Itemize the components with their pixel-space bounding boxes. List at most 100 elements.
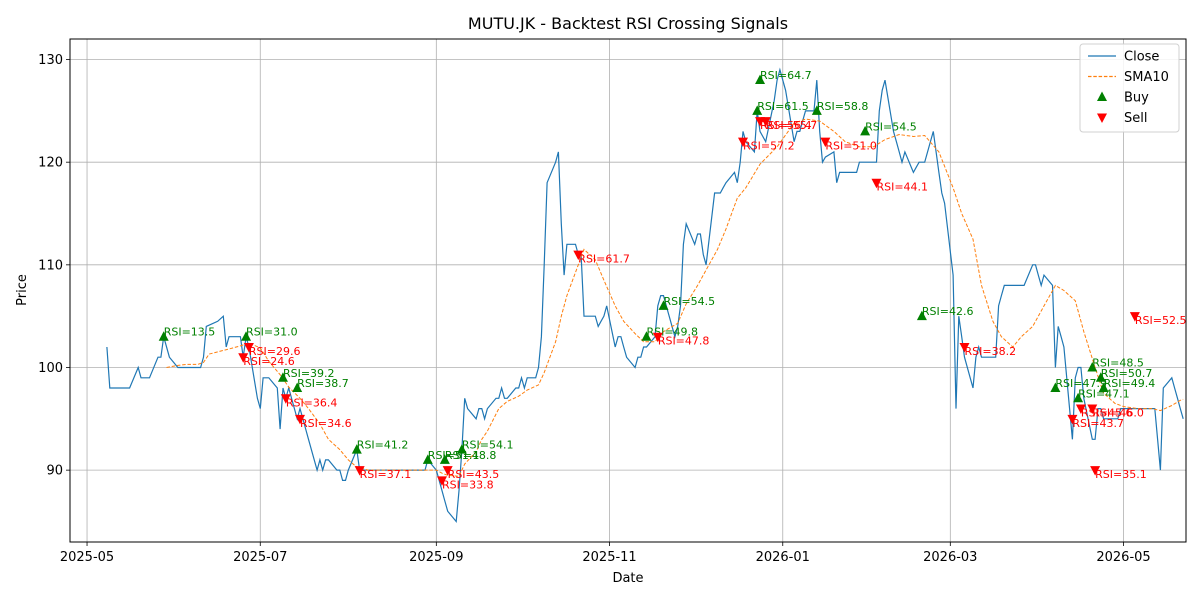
y-tick-label: 120: [38, 156, 63, 171]
buy-annotation: RSI=38.7: [297, 377, 349, 390]
sell-annotation: RSI=43.5: [448, 468, 500, 481]
buy-marker: [1050, 382, 1061, 393]
sell-marker: [959, 342, 970, 353]
buy-annotation: RSI=54.5: [865, 120, 917, 133]
buy-annotation: RSI=47.9: [1055, 377, 1107, 390]
sell-marker: [1067, 414, 1078, 425]
buy-annotation: RSI=39.2: [283, 367, 335, 380]
buy-annotation: RSI=49.4: [1104, 377, 1156, 390]
buy-marker: [755, 74, 766, 85]
buy-annotation: RSI=58.8: [817, 100, 869, 113]
signal-layer: RSI=13.5 RSI=31.0 RSI=29.6RSI=24.6RSI=39.2…: [158, 69, 1187, 491]
buy-annotation: RSI=51.1: [428, 449, 480, 462]
buy-marker: [752, 105, 763, 115]
x-ticks: 2025-05 2025-07 2025-09 2025-11 2026-01 2026-…: [60, 542, 1151, 565]
y-axis-label: Price: [15, 274, 30, 306]
buy-marker: [1098, 382, 1109, 393]
sell-annotation: RSI=56.4: [760, 119, 812, 132]
buy-marker: [658, 300, 669, 310]
legend-label-buy: Buy: [1124, 91, 1149, 106]
x-tick-label: 2026-01: [756, 550, 810, 565]
y-tick-label: 100: [38, 361, 63, 376]
buy-annotation: RSI=31.0: [246, 326, 298, 339]
buy-marker: [292, 382, 303, 393]
buy-marker: [916, 310, 927, 321]
sell-annotation: RSI=35.1: [1095, 468, 1147, 481]
x-axis-label: Date: [612, 571, 643, 586]
legend-label-sma10: SMA10: [1124, 70, 1169, 85]
legend-label-sell: Sell: [1124, 111, 1147, 126]
sell-marker: [820, 137, 831, 148]
x-tick-label: 2025-05: [60, 550, 114, 565]
sell-annotation: RSI=36.4: [286, 396, 338, 409]
sell-annotation: RSI=43.7: [1072, 417, 1124, 430]
sell-annotation: RSI=57.2: [743, 140, 795, 153]
y-tick-label: 90: [46, 464, 63, 479]
x-tick-label: 2025-11: [582, 550, 636, 565]
sell-marker: [760, 117, 771, 127]
buy-annotation: RSI=54.5: [663, 295, 715, 308]
buy-annotation: RSI=64.7: [760, 69, 812, 82]
buy-marker: [439, 454, 450, 464]
buy-annotation: RSI=13.5: [164, 326, 216, 339]
buy-marker: [241, 331, 252, 341]
buy-marker: [1087, 361, 1098, 372]
sell-marker: [738, 137, 749, 148]
sell-annotation: RSI=34.6: [300, 417, 352, 430]
buy-marker: [422, 454, 433, 464]
sell-annotation: RSI=46.0: [1092, 407, 1144, 420]
sell-marker: [243, 342, 254, 353]
series-line-sma10: [166, 118, 1184, 477]
buy-marker: [456, 444, 467, 454]
sell-marker: [437, 476, 447, 486]
sell-marker: [238, 353, 249, 363]
series-layer: [106, 67, 1184, 524]
sell-annotation: RSI=44.1: [876, 181, 928, 194]
buy-marker: [641, 331, 652, 341]
grid: [70, 39, 1186, 542]
x-tick-label: 2026-03: [923, 550, 977, 565]
sell-annotation: RSI=47.8: [658, 335, 710, 348]
buy-marker: [277, 372, 288, 382]
sell-annotation: RSI=38.2: [965, 345, 1017, 358]
chart-title: MUTU.JK - Backtest RSI Crossing Signals: [468, 14, 788, 33]
sell-marker: [1075, 404, 1086, 415]
buy-annotation: RSI=54.1: [462, 439, 514, 452]
y-ticks: 90 100 110 120 130: [38, 53, 70, 479]
sell-marker: [295, 414, 306, 425]
buy-annotation: RSI=50.7: [1101, 367, 1153, 380]
legend-box: [1079, 43, 1180, 133]
sell-marker: [442, 466, 453, 476]
buy-marker: [1073, 392, 1084, 403]
sell-annotation: RSI=51.0: [825, 140, 877, 153]
buy-marker: [1095, 372, 1106, 382]
plot-frame: [69, 38, 1187, 543]
legend-swatch-buy: [1097, 91, 1107, 101]
sell-marker: [354, 466, 365, 476]
sell-annotation: RSI=52.5: [1135, 314, 1187, 327]
sell-annotation: RSI=37.1: [360, 468, 412, 481]
series-line-close: [106, 67, 1184, 524]
sell-annotation: RSI=61.7: [578, 253, 630, 266]
x-tick-label: 2025-07: [233, 550, 287, 565]
y-tick-label: 110: [38, 258, 63, 273]
sell-marker: [280, 394, 291, 404]
buy-marker: [811, 105, 822, 115]
buy-annotation: RSI=47.1: [1078, 387, 1130, 400]
y-tick-label: 130: [38, 53, 63, 68]
sell-annotation: RSI=33.8: [442, 478, 494, 491]
sell-marker: [573, 250, 584, 261]
buy-annotation: RSI=61.5: [757, 100, 809, 113]
sell-marker: [1087, 404, 1098, 415]
sell-marker: [871, 178, 882, 189]
buy-annotation: RSI=42.6: [922, 305, 974, 318]
legend: Close SMA10 Buy Sell: [1079, 43, 1180, 133]
sell-marker: [1090, 466, 1101, 476]
buy-annotation: RSI=48.5: [1092, 356, 1144, 369]
buy-annotation: RSI=41.2: [357, 439, 409, 452]
x-tick-label: 2026-05: [1096, 550, 1150, 565]
sell-marker: [652, 332, 663, 343]
sell-annotation: RSI=55.7: [766, 119, 818, 132]
